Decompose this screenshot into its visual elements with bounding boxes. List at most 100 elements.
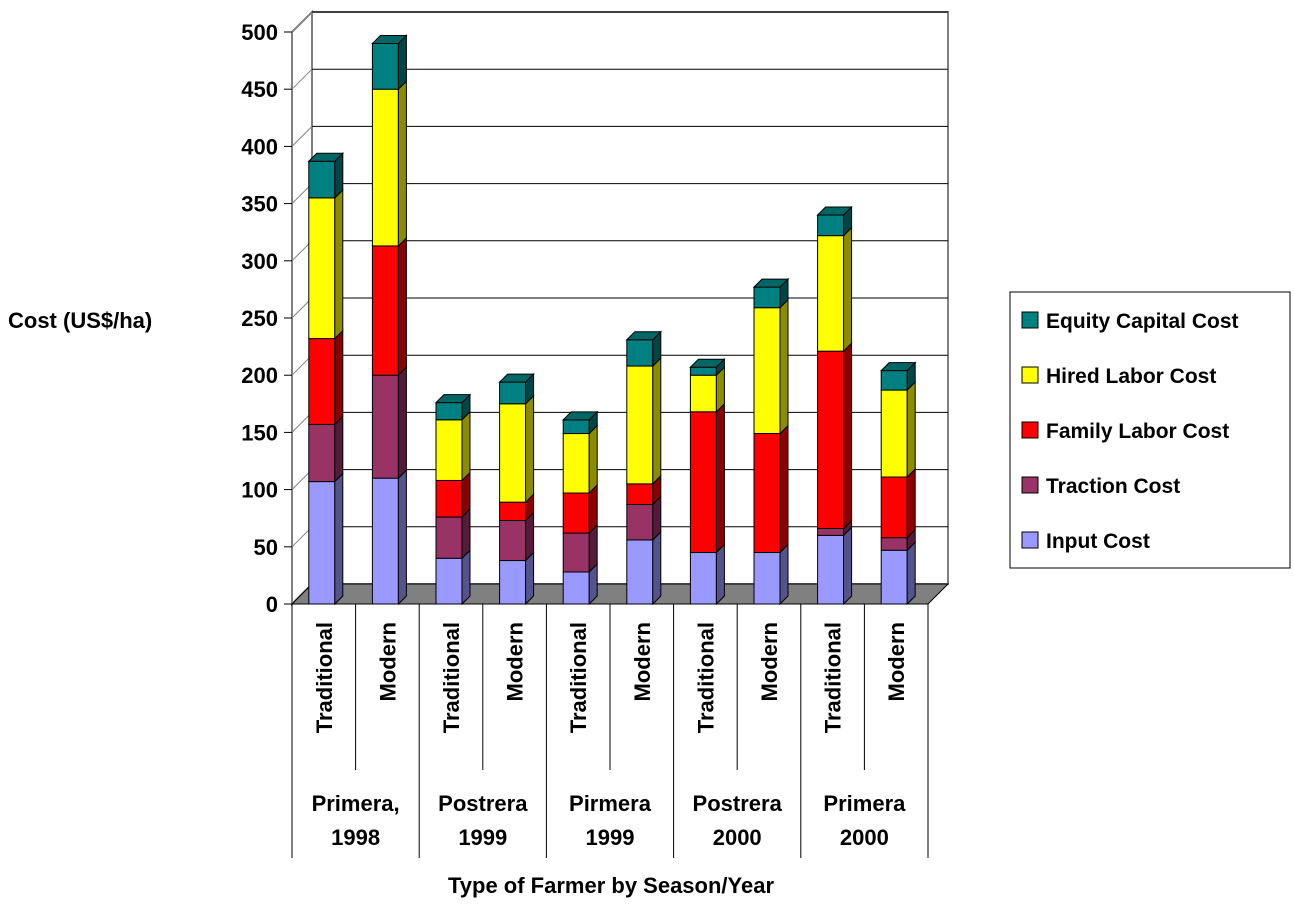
- bar-top: [752, 278, 790, 288]
- bar-side: [334, 188, 344, 340]
- bar-front: [626, 365, 654, 485]
- bar-segment: [562, 523, 598, 574]
- bar-stack: [879, 361, 917, 606]
- bar-stack: [752, 277, 790, 606]
- bar-side: [906, 380, 916, 479]
- bar-stack: [561, 410, 599, 606]
- bar-side: [397, 34, 407, 91]
- bar-front: [435, 402, 463, 421]
- bar-front: [371, 374, 399, 479]
- y-tick-label: 500: [241, 20, 278, 45]
- bar-side: [397, 365, 407, 480]
- bar-front: [626, 503, 654, 541]
- bar-front: [817, 527, 845, 536]
- y-tick-label: 450: [241, 77, 278, 102]
- x-category-label: Traditional: [566, 622, 591, 733]
- bar-side: [461, 549, 471, 606]
- bar-segment: [562, 483, 598, 535]
- x-group-label: 1998: [331, 825, 380, 850]
- x-group-label: Pirmera: [569, 791, 652, 816]
- y-axis-ticks: 0 50 100 150 200 250 300 350 400 450 500: [241, 20, 292, 617]
- bar-front: [753, 552, 781, 605]
- legend-swatch: [1021, 476, 1039, 494]
- x-category-label: Modern: [375, 622, 400, 701]
- bar-segment: [435, 507, 471, 560]
- bar-segment: [308, 415, 344, 483]
- bar-segment: [435, 549, 471, 606]
- x-group-label: 2000: [713, 825, 762, 850]
- x-group-label: Postrera: [693, 791, 783, 816]
- chart-legend: Equity Capital Cost Hired Labor Cost Famil…: [1009, 291, 1291, 569]
- bar-side: [588, 424, 598, 495]
- bar-stack: [307, 152, 345, 606]
- bar-top: [561, 411, 599, 421]
- bar-segment: [880, 467, 916, 539]
- bar-segment: [371, 365, 407, 480]
- bar-segment: [499, 551, 535, 606]
- x-group-label: 1999: [458, 825, 507, 850]
- legend-item: Family Labor Cost: [1021, 420, 1229, 443]
- bar-side: [715, 402, 725, 554]
- bar-front: [817, 534, 845, 605]
- y-tick-label: 300: [241, 249, 278, 274]
- bar-front: [562, 532, 590, 573]
- bar-side: [843, 526, 853, 606]
- bar-stack: [816, 205, 853, 606]
- bar-segment: [562, 424, 598, 495]
- bar-top: [689, 358, 726, 368]
- bar-top: [625, 331, 663, 341]
- bar-front: [880, 476, 908, 539]
- bar-side: [843, 341, 853, 530]
- bar-side: [906, 541, 916, 606]
- bar-front: [308, 197, 336, 340]
- y-axis-title: Cost (US$/ha): [8, 308, 152, 333]
- bar-front: [753, 286, 781, 309]
- bar-front: [371, 245, 399, 376]
- bar-side: [397, 79, 407, 248]
- bar-front: [308, 160, 336, 199]
- bar-segment: [689, 543, 725, 606]
- y-tick-label: 100: [241, 478, 278, 503]
- bar-front: [499, 501, 527, 521]
- legend-box: [1009, 291, 1291, 569]
- x-category-label: Traditional: [439, 622, 464, 733]
- legend-swatch: [1021, 531, 1039, 549]
- bar-side: [779, 543, 789, 606]
- bar-segment: [880, 380, 916, 479]
- bar-front: [499, 403, 527, 503]
- bar-side: [397, 468, 407, 606]
- bar-segment: [308, 329, 344, 426]
- x-group-label: Primera,: [312, 791, 400, 816]
- bar-front: [308, 338, 336, 425]
- bar-front: [371, 42, 399, 90]
- bar-front: [689, 552, 717, 605]
- bar-stack: [371, 34, 408, 606]
- chart-bars: [307, 34, 917, 606]
- bar-top: [879, 362, 917, 372]
- bar-segment: [435, 410, 471, 482]
- bar-front: [562, 571, 590, 605]
- bar-segment: [626, 495, 662, 542]
- bar-segment: [371, 79, 407, 248]
- bar-front: [308, 423, 336, 483]
- bar-segment: [880, 541, 916, 606]
- legend-label: Equity Capital Cost: [1046, 310, 1239, 333]
- x-group-label: 1999: [586, 825, 635, 850]
- bar-front: [499, 381, 527, 405]
- legend-swatch: [1021, 421, 1039, 439]
- x-category-label: Traditional: [312, 622, 337, 733]
- bar-front: [817, 214, 845, 237]
- bar-side: [525, 551, 535, 606]
- bar-front: [562, 419, 590, 435]
- bar-segment: [308, 472, 344, 606]
- bar-front: [562, 492, 590, 534]
- x-category-label: Modern: [630, 622, 655, 701]
- legend-label: Traction Cost: [1046, 475, 1180, 498]
- bar-side: [715, 543, 725, 606]
- bar-front: [753, 307, 781, 435]
- bar-segment: [753, 424, 789, 554]
- bar-segment: [371, 468, 407, 606]
- legend-swatch: [1021, 366, 1039, 384]
- bar-side: [397, 236, 407, 377]
- bar-top: [434, 394, 472, 404]
